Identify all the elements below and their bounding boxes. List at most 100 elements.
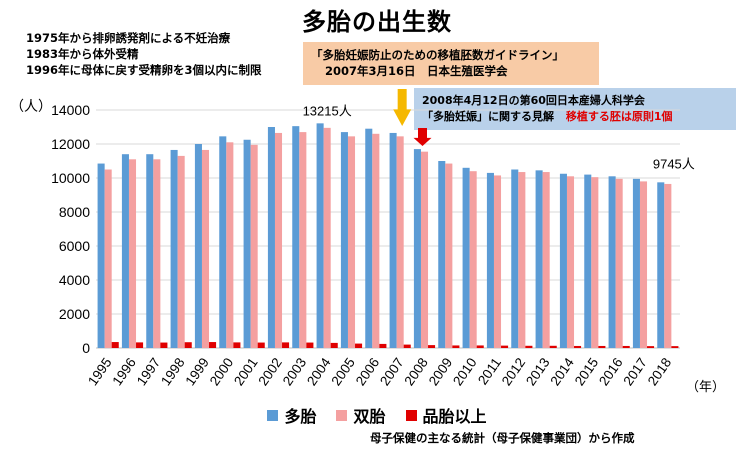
legend-item-multi: 多胎 — [267, 403, 316, 427]
y-tick-label: 14000 — [51, 102, 90, 118]
bar-multi — [194, 144, 202, 348]
x-tick-label: 2014 — [547, 355, 577, 389]
chart-legend: 多胎 双胎 品胎以上 — [0, 403, 754, 427]
x-tick-label: 2013 — [523, 355, 553, 388]
bar-triplets — [306, 342, 314, 348]
guideline-title: 「多胎妊娠防止のための移植胚数ガイドライン」 — [311, 48, 564, 62]
x-tick-label: 2002 — [255, 355, 285, 388]
x-tick-label: 2015 — [572, 355, 602, 388]
bar-multi — [340, 132, 348, 348]
bar-multi — [316, 123, 324, 348]
statement-title: 「多胎妊娠」に関する見解 — [422, 110, 554, 123]
bar-multi — [97, 163, 105, 348]
bar-triplets — [136, 342, 144, 348]
bar-twins — [469, 171, 477, 348]
x-tick-label: 1998 — [158, 355, 188, 388]
statement-line: 「多胎妊娠」に関する見解 移植する胚は原則1個 — [422, 109, 728, 125]
x-tick-label: 2018 — [645, 355, 675, 388]
bar-multi — [170, 149, 178, 348]
bar-twins — [566, 176, 575, 348]
guideline-date: 2007年3月16日 日本生殖医学会 — [325, 64, 508, 78]
bar-twins — [615, 178, 623, 348]
bar-multi — [584, 174, 592, 348]
guideline-box: 「多胎妊娠防止のための移植胚数ガイドライン」 2007年3月16日 日本生殖医学… — [303, 42, 599, 85]
bar-multi — [121, 154, 129, 348]
society-statement-box: 2008年4月12日の第60回日本産婦人科学会 「多胎妊娠」に関する見解 移植す… — [414, 88, 736, 130]
note-1983: 1983年から体外受精 — [26, 47, 139, 61]
bar-twins — [372, 133, 380, 348]
bar-triplets — [257, 342, 265, 348]
bar-triplets — [452, 345, 460, 348]
bar-triplets — [403, 344, 411, 348]
legend-label-twins: 双胎 — [353, 407, 386, 426]
x-axis-unit: （年） — [686, 380, 726, 395]
bar-twins — [639, 181, 648, 348]
legend-item-twins: 双胎 — [336, 403, 386, 427]
x-tick-label: 2011 — [475, 355, 504, 387]
bar-multi — [608, 176, 616, 348]
x-tick-label: 1997 — [134, 355, 164, 388]
page-title: 多胎の出生数 — [302, 8, 452, 36]
peak-data-label: 13215人 — [303, 103, 352, 118]
bar-multi — [486, 172, 494, 348]
bar-triplets — [233, 342, 241, 348]
note-1975: 1975年から排卵誘発剤による不妊治療 — [26, 31, 231, 45]
x-tick-label: 1995 — [85, 355, 115, 388]
x-tick-label: 2010 — [450, 355, 480, 388]
bar-triplets — [355, 343, 363, 348]
bar-multi — [219, 136, 227, 348]
bar-twins — [323, 127, 331, 348]
bar-multi — [389, 132, 397, 348]
note-1996: 1996年に母体に戻す受精卵を3個以内に制限 — [26, 63, 262, 77]
bar-twins — [493, 175, 502, 348]
bar-twins — [396, 136, 404, 348]
statement-date: 2008年4月12日の第60回日本産婦人科学会 — [422, 94, 645, 107]
bar-twins — [420, 151, 429, 348]
bar-multi — [559, 173, 567, 348]
bar-triplets — [379, 343, 387, 348]
legend-swatch-twins — [336, 409, 348, 421]
bar-triplets — [111, 342, 119, 348]
guideline-arrow — [393, 89, 412, 126]
bar-twins — [347, 136, 356, 348]
x-tick-label: 1996 — [109, 355, 139, 388]
bar-triplets — [671, 346, 679, 348]
legend-item-triplets: 品胎以上 — [405, 403, 487, 427]
bar-triplets — [525, 345, 533, 348]
last-data-label: 9745人 — [653, 156, 695, 171]
x-tick-label: 2005 — [328, 355, 358, 388]
bar-twins — [226, 142, 234, 348]
y-tick-label: 2000 — [59, 306, 90, 322]
bar-triplets — [282, 342, 290, 348]
bar-twins — [128, 159, 137, 348]
statement-arrow — [413, 128, 432, 146]
x-tick-label: 2008 — [401, 355, 431, 388]
y-tick-label: 8000 — [59, 204, 90, 220]
bar-triplets — [574, 345, 582, 348]
x-tick-label: 2017 — [620, 355, 650, 388]
bar-twins — [591, 177, 599, 348]
x-tick-label: 1999 — [182, 355, 212, 388]
y-tick-label: 0 — [82, 340, 90, 356]
bar-triplets — [209, 342, 217, 348]
x-tick-label: 2006 — [353, 355, 383, 388]
bar-twins — [177, 155, 185, 348]
bar-triplets — [476, 345, 484, 348]
source-credit: 母子保健の主なる統計（母子保健事業団）から作成 — [370, 431, 635, 445]
bar-triplets — [598, 345, 606, 348]
bar-multi — [462, 167, 470, 348]
bar-triplets — [622, 345, 630, 348]
x-tick-label: 2009 — [426, 355, 456, 388]
bar-triplets — [184, 342, 192, 348]
bar-twins — [250, 144, 258, 348]
x-tick-label: 2001 — [231, 355, 261, 388]
y-tick-label: 6000 — [59, 238, 90, 254]
legend-swatch-triplets — [405, 409, 417, 421]
bar-triplets — [428, 345, 436, 348]
bar-multi — [632, 178, 640, 348]
bar-twins — [104, 169, 112, 348]
legend-swatch-multi — [267, 409, 279, 421]
x-tick-label: 2012 — [499, 355, 529, 388]
x-tick-label: 2007 — [377, 355, 407, 388]
